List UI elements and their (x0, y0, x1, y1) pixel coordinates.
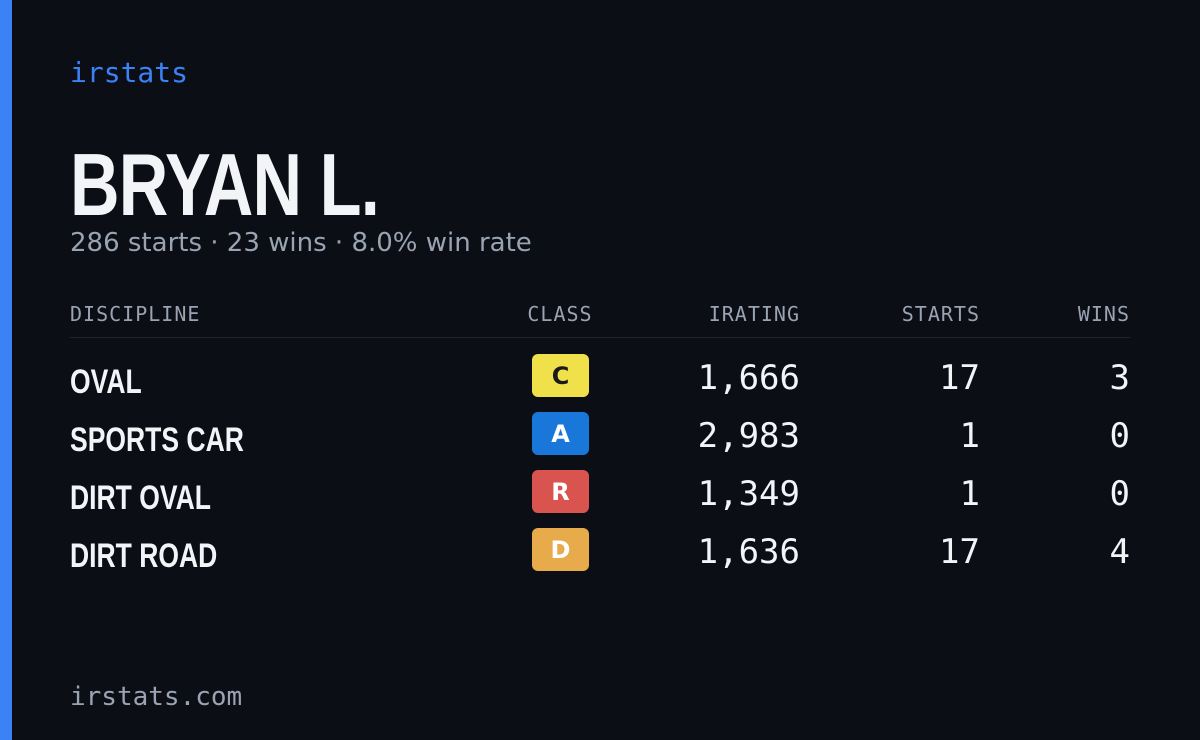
irating-value: 1,666 (697, 358, 800, 398)
irating-value: 2,983 (697, 416, 800, 456)
class-badge: D (532, 528, 589, 571)
wins-value: 3 (1109, 358, 1130, 398)
class-badge: A (532, 412, 589, 455)
column-header: STARTS (901, 302, 980, 326)
column-header: CLASS (527, 302, 593, 326)
irating-value: 1,349 (697, 474, 800, 514)
irating-value: 1,636 (697, 532, 800, 572)
column-header: WINS (1077, 302, 1130, 326)
column-header: DISCIPLINE (70, 302, 201, 326)
wins-value: 4 (1109, 532, 1130, 572)
summary: 286 starts · 23 wins · 8.0% win rate (70, 228, 532, 258)
header-rule (70, 337, 1130, 338)
brand: irstats (70, 56, 189, 89)
discipline: OVAL (70, 363, 142, 401)
starts-value: 17 (939, 358, 980, 398)
wins-value: 0 (1109, 474, 1130, 514)
class-badge: R (532, 470, 589, 513)
starts-value: 1 (959, 474, 980, 514)
starts-value: 1 (959, 416, 980, 456)
discipline: SPORTS CAR (70, 421, 244, 459)
class-badge: C (532, 354, 589, 397)
discipline: DIRT OVAL (70, 479, 211, 517)
wins-value: 0 (1109, 416, 1130, 456)
discipline: DIRT ROAD (70, 537, 218, 575)
column-header: IRATING (708, 302, 800, 326)
driver-name: BRYAN L. (70, 135, 380, 234)
footer-url: irstats.com (70, 682, 243, 712)
starts-value: 17 (939, 532, 980, 572)
accent-bar (0, 0, 12, 740)
